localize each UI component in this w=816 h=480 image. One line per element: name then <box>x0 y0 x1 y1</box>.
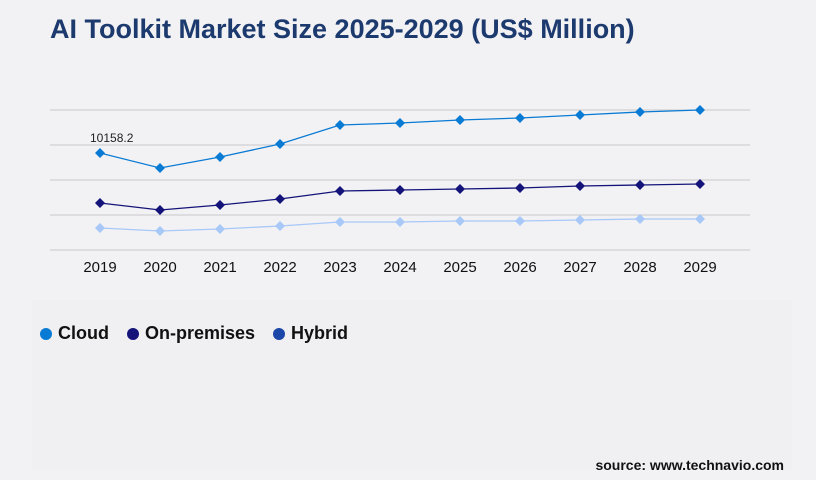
data-point <box>215 200 225 211</box>
data-point <box>515 182 525 193</box>
legend-marker-icon <box>127 327 139 340</box>
source-text: source: www.technavio.com <box>595 457 784 473</box>
x-tick-label: 2028 <box>623 259 656 276</box>
data-point <box>335 120 345 131</box>
x-tick-label: 2019 <box>83 259 116 276</box>
x-tick-label: 2024 <box>383 259 416 276</box>
data-label: 10158.2 <box>90 131 134 145</box>
data-point <box>455 114 465 125</box>
data-point <box>695 178 705 189</box>
data-point <box>515 113 525 124</box>
legend-panel <box>32 300 792 470</box>
data-point <box>395 117 405 128</box>
legend-item: Hybrid <box>273 323 348 344</box>
x-tick-label: 2022 <box>263 259 296 276</box>
legend: Cloud On-premises Hybrid <box>40 323 348 344</box>
x-tick-label: 2021 <box>203 259 236 276</box>
legend-label: On-premises <box>145 323 256 343</box>
data-point <box>155 225 165 236</box>
legend-marker-icon <box>40 327 52 340</box>
data-point <box>635 107 645 118</box>
data-point <box>575 110 585 121</box>
data-point <box>695 105 705 115</box>
data-point <box>695 214 705 225</box>
data-point <box>455 184 465 195</box>
data-point <box>275 221 285 232</box>
x-tick-label: 2027 <box>563 259 596 276</box>
data-point <box>515 215 525 226</box>
data-point <box>95 147 105 158</box>
data-point <box>335 185 345 196</box>
chart-title: AI Toolkit Market Size 2025-2029 (US$ Mi… <box>50 14 635 44</box>
legend-label: Cloud <box>58 323 109 343</box>
x-tick-label: 2020 <box>143 259 176 276</box>
data-point <box>215 152 225 163</box>
x-tick-label: 2026 <box>503 259 536 276</box>
data-point <box>95 197 105 208</box>
legend-marker-icon <box>273 327 286 340</box>
data-point <box>395 217 405 228</box>
data-point <box>275 193 285 204</box>
line-chart: 2019 2020 2021 2022 2023 2024 2025 2026 2027 2028… <box>50 105 750 276</box>
legend-label: Hybrid <box>291 323 349 343</box>
data-point <box>635 179 645 190</box>
data-point <box>275 139 285 150</box>
x-tick-label: 2025 <box>443 259 476 276</box>
data-point <box>155 163 165 174</box>
data-point <box>575 214 585 225</box>
data-point <box>95 222 105 233</box>
data-point <box>455 215 465 226</box>
x-tick-label: 2023 <box>323 259 356 276</box>
data-point <box>575 181 585 192</box>
data-point <box>635 214 645 225</box>
data-point <box>335 217 345 228</box>
data-point <box>395 185 405 196</box>
data-point <box>215 224 225 235</box>
x-tick-label: 2029 <box>683 259 716 276</box>
legend-item: On-premises <box>127 323 255 344</box>
legend-item: Cloud <box>40 323 109 344</box>
data-point <box>155 204 165 215</box>
